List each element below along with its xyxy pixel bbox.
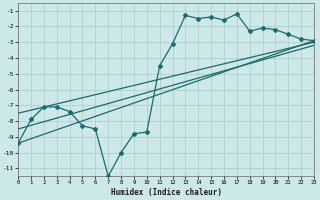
X-axis label: Humidex (Indice chaleur): Humidex (Indice chaleur) bbox=[111, 188, 221, 197]
